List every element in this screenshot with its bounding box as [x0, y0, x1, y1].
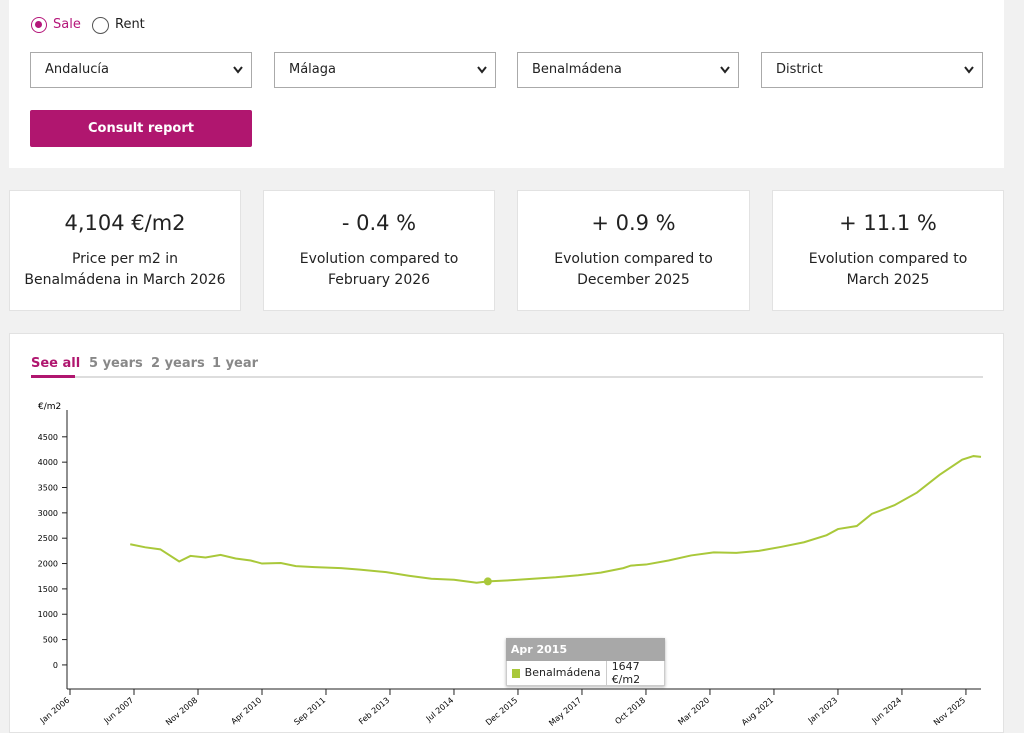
x-tick-label: Dec 2015	[484, 696, 519, 727]
x-tick-label: Jun 2007	[102, 696, 136, 726]
y-tick-label: 500	[43, 636, 58, 645]
y-axis-label: €/m2	[38, 402, 61, 412]
stat-label: Evolution compared to December 2025	[554, 251, 713, 288]
y-tick-label: 1500	[38, 585, 58, 594]
tab[interactable]: See all	[31, 356, 81, 371]
tooltip: Apr 2015 Benalmádena 1647 €/m2	[505, 638, 665, 687]
stat-card: + 11.1 % Evolution compared to March 2025	[772, 190, 1004, 311]
tab-rule	[31, 376, 983, 378]
select[interactable]: District	[761, 52, 983, 88]
stat-card: 4,104 €/m2 Price per m2 in Benalmádena in…	[9, 190, 241, 311]
x-tick-label: Aug 2021	[740, 696, 775, 727]
x-tick-label: Mar 2020	[676, 696, 711, 727]
radio-label: Rent	[115, 17, 145, 32]
chevron	[720, 66, 730, 74]
tooltip-swatch	[511, 668, 520, 678]
y-tick-label: 0	[53, 661, 58, 670]
stat-label: Price per m2 in Benalmádena in March 202…	[24, 251, 226, 288]
y-tick-label: 2500	[38, 534, 58, 543]
tab[interactable]: 5 years	[89, 356, 143, 371]
chevron	[233, 66, 243, 74]
y-tick-label: 2000	[38, 560, 58, 569]
consult-button[interactable]: Consult report	[30, 110, 252, 147]
radio-rent[interactable]	[92, 17, 109, 34]
series-line	[130, 455, 982, 584]
y-tick-label: 4500	[38, 433, 58, 442]
stat-value: - 0.4 %	[341, 211, 417, 235]
stat-value: 4,104 €/m2	[64, 211, 186, 235]
tooltip-value: 1647 €/m2	[611, 660, 641, 687]
tab-underline	[31, 375, 75, 378]
x-tick-label: Oct 2018	[613, 696, 647, 727]
x-tick-label: Jul 2014	[424, 696, 455, 724]
x-tick-label: Feb 2013	[357, 696, 391, 727]
tab[interactable]: 1 year	[212, 356, 259, 371]
chart: €/m2 0 500 1000 1500 2000 2500 3000 3500 4000 4500…	[38, 402, 982, 727]
stat-value: + 11.1 %	[839, 211, 937, 235]
stat-card: + 0.9 % Evolution compared to December 20…	[517, 190, 750, 311]
y-tick-label: 3000	[38, 509, 58, 518]
stat-value: + 0.9 %	[591, 211, 676, 235]
x-tick-label: Apr 2010	[229, 696, 263, 727]
radio-sale[interactable]	[31, 17, 47, 33]
select[interactable]: Benalmádena	[517, 52, 739, 88]
stat-label: Evolution compared to February 2026	[299, 251, 459, 288]
x-tick-label: Jan 2023	[806, 696, 840, 726]
x-tick-label: Jun 2024	[870, 696, 904, 726]
stat-card: - 0.4 % Evolution compared to February 20…	[263, 190, 495, 311]
highlight-point	[483, 577, 492, 586]
y-tick-label: 1000	[38, 610, 58, 619]
x-tick-label: Jan 2006	[38, 696, 72, 726]
radio-label: Sale	[53, 17, 81, 32]
x-tick-label: Nov 2008	[164, 696, 199, 727]
x-tick-label: Sep 2011	[292, 696, 327, 727]
y-tick-label: 3500	[38, 484, 58, 493]
tooltip-title: Apr 2015	[505, 638, 665, 662]
tab[interactable]: 2 years	[151, 356, 205, 371]
y-tick-label: 4000	[38, 458, 58, 467]
x-tick-label: May 2017	[547, 696, 583, 727]
tooltip-series: Benalmádena	[525, 661, 607, 686]
select[interactable]: Andalucía	[30, 52, 252, 88]
x-tick-label: Nov 2025	[932, 696, 967, 727]
select[interactable]: Málaga	[274, 52, 496, 88]
stat-label: Evolution compared to March 2025	[808, 251, 968, 288]
chevron	[477, 66, 487, 74]
chevron	[964, 66, 974, 74]
